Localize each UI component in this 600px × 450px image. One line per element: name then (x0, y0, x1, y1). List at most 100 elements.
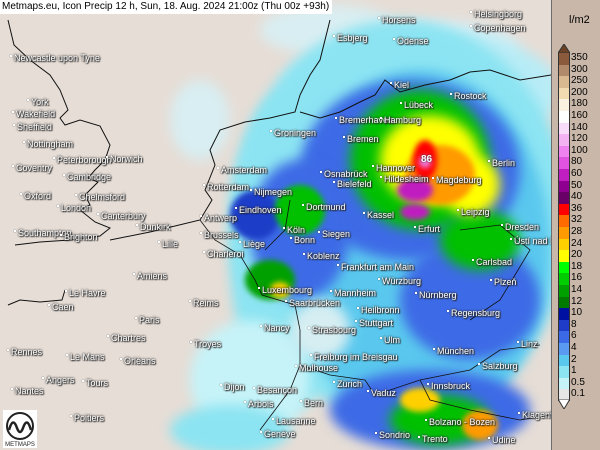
city-name: Ulm (384, 335, 400, 345)
city-dot-icon (478, 363, 480, 365)
city-label: Lübeck (400, 100, 433, 110)
city-label: Dresden (501, 222, 539, 232)
city-dot-icon (375, 432, 377, 434)
city-name: Liège (243, 239, 266, 249)
city-dot-icon (48, 304, 50, 306)
city-name: Amsterdam (221, 165, 268, 175)
city-dot-icon (23, 141, 25, 143)
city-name: Horsens (382, 15, 416, 25)
city-label: London (57, 203, 91, 213)
city-label: Bielefeld (333, 179, 372, 189)
legend-label: 350 (571, 52, 588, 63)
city-dot-icon (457, 209, 459, 211)
city-name: Oxford (24, 191, 52, 201)
legend-label: 8 (571, 318, 577, 330)
city-name: Nürnberg (419, 290, 457, 300)
city-dot-icon (320, 171, 322, 173)
city-label: Linz (517, 339, 538, 349)
city-name: Dijon (224, 382, 245, 392)
legend-swatch (558, 180, 570, 193)
city-name: Tours (86, 378, 109, 388)
precip-area (400, 204, 430, 220)
city-name: Troyes (194, 339, 222, 349)
border-lines (199, 199, 551, 431)
city-name: Luxembourg (262, 285, 313, 295)
city-name: Nottingham (27, 139, 74, 149)
city-name: Wakefield (16, 109, 56, 119)
legend-swatch (558, 285, 570, 298)
city-label: Nürnberg (415, 290, 457, 300)
city-dot-icon (427, 383, 429, 385)
city-name: Saarbrücken (289, 298, 341, 308)
legend-swatch (558, 134, 570, 147)
legend-swatch (558, 250, 570, 263)
legend-swatch (558, 227, 570, 240)
city-dot-icon (270, 130, 272, 132)
city-dot-icon (333, 35, 335, 37)
city-dot-icon (510, 238, 512, 240)
city-name: Groningen (274, 128, 317, 138)
legend-label: 18 (571, 260, 583, 272)
city-label: Osnabrück (320, 169, 368, 179)
legend-label: 80 (571, 156, 583, 168)
city-dot-icon (7, 349, 9, 351)
city-dot-icon (318, 231, 320, 233)
legend-swatch (558, 215, 570, 228)
city-dot-icon (378, 17, 380, 19)
city-name: Kassel (367, 210, 395, 220)
city-dot-icon (189, 300, 191, 302)
city-label: Heilbronn (357, 305, 400, 315)
city-dot-icon (367, 390, 369, 392)
legend-swatch (558, 366, 570, 379)
legend-swatch (558, 145, 570, 158)
precip-area (419, 156, 431, 168)
legend-label: 140 (571, 121, 588, 133)
city-name: Caen (52, 302, 74, 312)
legend-label: 50 (571, 179, 583, 191)
legend-bottom-arrow (558, 399, 570, 409)
city-name: Koblenz (307, 251, 340, 261)
city-name: Chelmsford (79, 192, 126, 202)
city-label: Bern (300, 398, 323, 408)
legend-label: 120 (571, 133, 588, 145)
city-name: Hamburg (384, 115, 422, 125)
city-label: Udine (488, 435, 516, 445)
city-label: Poitiers (70, 413, 104, 423)
city-label: München (433, 346, 474, 356)
city-name: Reims (193, 298, 219, 308)
city-label: Newcastle upon Tyne (10, 53, 100, 63)
city-dot-icon (82, 380, 84, 382)
city-name: Innsbruck (431, 381, 471, 391)
city-label: Strasbourg (308, 325, 356, 335)
city-label: Cambridge (63, 172, 111, 182)
city-label: Nancy (260, 323, 290, 333)
city-label: Tours (82, 378, 108, 388)
legend-swatch (558, 76, 570, 89)
city-name: Odense (397, 36, 429, 46)
city-name: Cambridge (67, 172, 112, 182)
precip-area (275, 185, 325, 235)
city-name: Dunkirk (140, 222, 171, 232)
city-dot-icon (490, 279, 492, 281)
city-dot-icon (303, 253, 305, 255)
city-label: Hannover (372, 163, 415, 173)
precip-area (270, 282, 290, 298)
precip-area (400, 240, 540, 360)
precip-area (462, 410, 498, 440)
city-label: Eindhoven (235, 205, 282, 215)
legend-swatch (558, 331, 570, 344)
city-name: London (61, 203, 92, 213)
city-label: Canterbury (97, 211, 146, 221)
city-name: Lübeck (404, 100, 434, 110)
legend-label: 160 (571, 110, 588, 121)
city-dot-icon (337, 264, 339, 266)
city-name: Lille (162, 239, 179, 249)
city-name: Trento (422, 434, 448, 444)
city-label: Esbjerg (333, 33, 368, 43)
city-name: Lausanne (276, 416, 316, 426)
city-name: Leipzig (461, 207, 490, 217)
city-label: Amsterdam (217, 165, 267, 175)
city-dot-icon (488, 437, 490, 439)
city-label: Erfurt (414, 224, 440, 234)
metmaps-logo: METMAPS (3, 410, 37, 448)
